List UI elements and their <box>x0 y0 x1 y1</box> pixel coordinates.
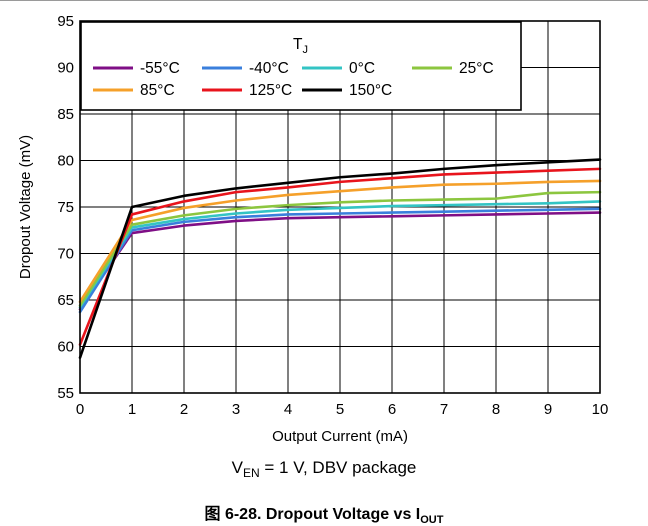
y-tick-label-6: 85 <box>57 106 74 123</box>
series-line-0 <box>78 211 602 311</box>
y-tick-label-2: 65 <box>57 292 74 309</box>
legend-label-2: 0°C <box>349 60 375 77</box>
x-tick-label-5: 5 <box>336 401 344 418</box>
legend-label-6: 150°C <box>349 82 392 99</box>
legend-title: TJ <box>293 36 308 56</box>
y-axis-label: Dropout Voltage (mV) <box>17 135 34 279</box>
series-line-6 <box>78 158 602 359</box>
x-axis-label: Output Current (mA) <box>272 428 408 445</box>
x-tick-label-0: 0 <box>76 401 84 418</box>
tick-labels: 0 1 2 3 4 5 6 7 8 9 10 55 60 65 70 75 80 85 90 95 <box>57 13 608 418</box>
legend-label-3: 25°C <box>459 60 494 77</box>
legend-box <box>80 21 522 111</box>
legend-label-5: 125°C <box>249 82 292 99</box>
legend: TJ -55°C -40°C 0°C 25°C 85°C 125°C 150°C <box>80 21 522 111</box>
x-tick-label-8: 8 <box>492 401 500 418</box>
plot-frame <box>79 20 601 394</box>
y-tick-label-5: 80 <box>57 153 74 170</box>
x-tick-label-9: 9 <box>544 401 552 418</box>
legend-label-4: 85°C <box>140 82 175 99</box>
condition-v: V <box>231 458 243 477</box>
series-line-2 <box>78 200 602 309</box>
x-tick-label-7: 7 <box>440 401 448 418</box>
condition-rest: = 1 V, DBV package <box>259 458 417 477</box>
figure-caption: 图 6-28. Dropout Voltage vs IOUT <box>0 500 648 526</box>
y-tick-label-3: 70 <box>57 246 74 263</box>
series-line-5 <box>78 167 602 346</box>
series-line-4 <box>78 179 602 304</box>
test-condition: VEN = 1 V, DBV package <box>0 458 648 480</box>
x-tick-label-3: 3 <box>232 401 240 418</box>
x-tick-label-6: 6 <box>388 401 396 418</box>
series-line-1 <box>78 207 602 314</box>
x-tick-label-2: 2 <box>180 401 188 418</box>
dropout-voltage-chart: TJ -55°C -40°C 0°C 25°C 85°C 125°C 150°C 0 1 2 3 4 5… <box>17 13 608 445</box>
top-rule <box>0 0 648 1</box>
caption-sub: OUT <box>420 514 444 526</box>
y-tick-label-4: 75 <box>57 199 74 216</box>
caption-prefix: 图 6-28. Dropout Voltage vs I <box>204 506 421 523</box>
y-tick-label-1: 60 <box>57 339 74 356</box>
legend-label-0: -55°C <box>140 60 180 77</box>
legend-label-1: -40°C <box>249 60 289 77</box>
y-tick-label-7: 90 <box>57 60 74 77</box>
series-line-3 <box>78 190 602 307</box>
x-tick-label-10: 10 <box>592 401 609 418</box>
condition-v-sub: EN <box>242 466 260 480</box>
y-tick-label-0: 55 <box>57 385 74 402</box>
x-tick-label-4: 4 <box>284 401 292 418</box>
y-tick-label-8: 95 <box>57 13 74 30</box>
series-lines <box>78 158 602 359</box>
x-tick-label-1: 1 <box>128 401 136 418</box>
